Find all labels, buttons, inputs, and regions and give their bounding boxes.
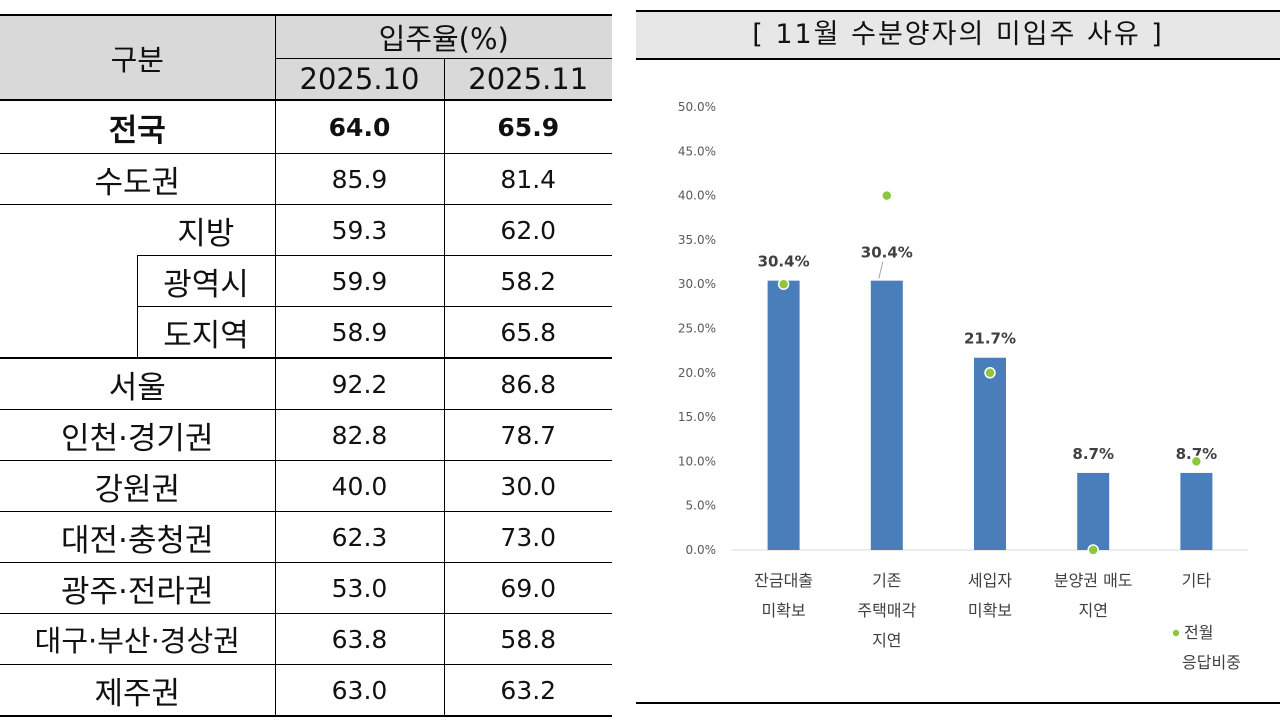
row-value: 62.0: [443, 204, 613, 256]
legend-label: 응답비중: [1182, 653, 1241, 672]
chart-title: [ 11월 수분양자의 미입주 사유 ]: [636, 10, 1280, 60]
row-value: 58.2: [443, 255, 613, 307]
row-value: 30.0: [443, 460, 613, 512]
row-value: 58.9: [274, 306, 444, 359]
row-value: 63.0: [274, 664, 444, 717]
row-value: 65.9: [443, 99, 613, 154]
legend-marker: [1172, 629, 1180, 637]
row-label: 도지역: [136, 306, 275, 359]
x-tick-label: 지연: [872, 631, 901, 650]
table-row: 서울 92.2 86.8: [0, 358, 613, 410]
row-label: 광주·전라권: [0, 562, 275, 614]
bar: [1180, 472, 1213, 550]
y-tick-label: 5.0%: [686, 499, 717, 513]
row-label: 수도권: [0, 153, 275, 205]
bar: [767, 280, 800, 550]
bar-chart: 0.0% 5.0% 10.0% 15.0% 20.0% 25.0% 30.0% 35.0% 40…: [678, 100, 1248, 672]
row-value: 64.0: [274, 99, 444, 154]
marker-point: [1190, 455, 1203, 468]
marker-point: [984, 367, 996, 379]
table-row: 수도권 85.9 81.4: [0, 153, 613, 205]
row-label: 강원권: [0, 460, 275, 512]
y-tick-label: 40.0%: [678, 189, 716, 203]
row-label: 서울: [0, 358, 275, 410]
row-label: 대전·충청권: [0, 511, 275, 563]
x-tick-label: 지연: [1078, 601, 1107, 620]
x-tick-label: 미확보: [968, 601, 1012, 620]
row-value: 59.9: [274, 255, 444, 307]
header-col2: 2025.11: [443, 58, 613, 101]
legend-label: 전월: [1184, 623, 1213, 642]
row-value: 53.0: [274, 562, 444, 614]
x-tick-label: 기타: [1182, 571, 1212, 590]
y-tick-label: 0.0%: [686, 543, 717, 557]
table-row: 전국 64.0 65.9: [0, 99, 613, 154]
data-label: 8.7%: [1176, 445, 1218, 463]
row-value: 85.9: [274, 153, 444, 205]
y-tick-label: 10.0%: [678, 454, 716, 468]
row-label: 인천·경기권: [0, 409, 275, 461]
header-group: 구분: [0, 14, 275, 101]
table-row: 지방 59.3 62.0: [0, 204, 613, 256]
y-tick-label: 15.0%: [678, 410, 716, 424]
row-label: 제주권: [0, 664, 275, 717]
row-value: 82.8: [274, 409, 444, 461]
header-col1: 2025.10: [274, 58, 444, 101]
row-value: 63.2: [443, 664, 613, 717]
header-rate: 입주율(%): [274, 14, 613, 59]
y-tick-label: 25.0%: [678, 322, 716, 336]
table-row: 제주권 63.0 63.2: [0, 664, 613, 717]
table-row: 광역시 59.9 58.2: [0, 255, 613, 307]
row-label: 대구·부산·경상권: [0, 613, 275, 665]
y-tick-label: 50.0%: [678, 100, 716, 114]
x-tick-label: 주택매각: [857, 601, 916, 620]
row-value: 62.3: [274, 511, 444, 563]
data-label: 8.7%: [1072, 445, 1114, 463]
y-tick-label: 20.0%: [678, 366, 716, 380]
data-label: 21.7%: [964, 330, 1016, 348]
data-label: 30.4%: [758, 253, 810, 271]
row-value: 81.4: [443, 153, 613, 205]
table-row: 강원권 40.0 30.0: [0, 460, 613, 512]
x-tick-label: 분양권 매도: [1054, 571, 1133, 590]
table-row: 대전·충청권 62.3 73.0: [0, 511, 613, 563]
row-value: 86.8: [443, 358, 613, 410]
row-value: 73.0: [443, 511, 613, 563]
leader-line: [878, 261, 884, 279]
bar: [870, 280, 903, 550]
data-label: 30.4%: [861, 244, 913, 262]
row-value: 92.2: [274, 358, 444, 410]
table-row: 대구·부산·경상권 63.8 58.8: [0, 613, 613, 665]
bar: [1077, 472, 1110, 550]
y-tick-label: 35.0%: [678, 233, 716, 247]
y-tick-label: 45.0%: [678, 144, 716, 158]
marker-point: [881, 189, 893, 202]
row-value: 78.7: [443, 409, 613, 461]
x-tick-label: 기존: [872, 571, 901, 590]
reasons-chart-panel: [ 11월 수분양자의 미입주 사유 ] 0.0% 5.0% 10.0% 15.0% 2…: [636, 10, 1280, 704]
bar: [974, 357, 1006, 550]
chart-bottom-border: [636, 702, 1280, 704]
occupancy-rate-table: 구분 입주율(%) 2025.10 2025.11 전국 64.0 65.9 수…: [0, 14, 613, 717]
row-value: 65.8: [443, 306, 613, 359]
row-value: 40.0: [274, 460, 444, 512]
row-label: 지방: [137, 204, 275, 256]
row-value: 59.3: [274, 204, 444, 256]
table-row: 광주·전라권 53.0 69.0: [0, 562, 613, 614]
table-row: 도지역 58.9 65.8: [0, 306, 613, 359]
row-value: 63.8: [274, 613, 444, 665]
row-value: 58.8: [443, 613, 613, 665]
x-tick-label: 미확보: [762, 601, 806, 620]
row-label: 전국: [0, 99, 275, 154]
row-label: 광역시: [136, 255, 275, 307]
y-tick-label: 30.0%: [678, 277, 716, 291]
x-tick-label: 잔금대출: [754, 571, 813, 590]
table-row: 인천·경기권 82.8 78.7: [0, 409, 613, 461]
x-tick-label: 세입자: [968, 571, 1012, 590]
marker-point: [1087, 544, 1099, 556]
row-value: 69.0: [443, 562, 613, 614]
marker-point: [777, 278, 790, 290]
